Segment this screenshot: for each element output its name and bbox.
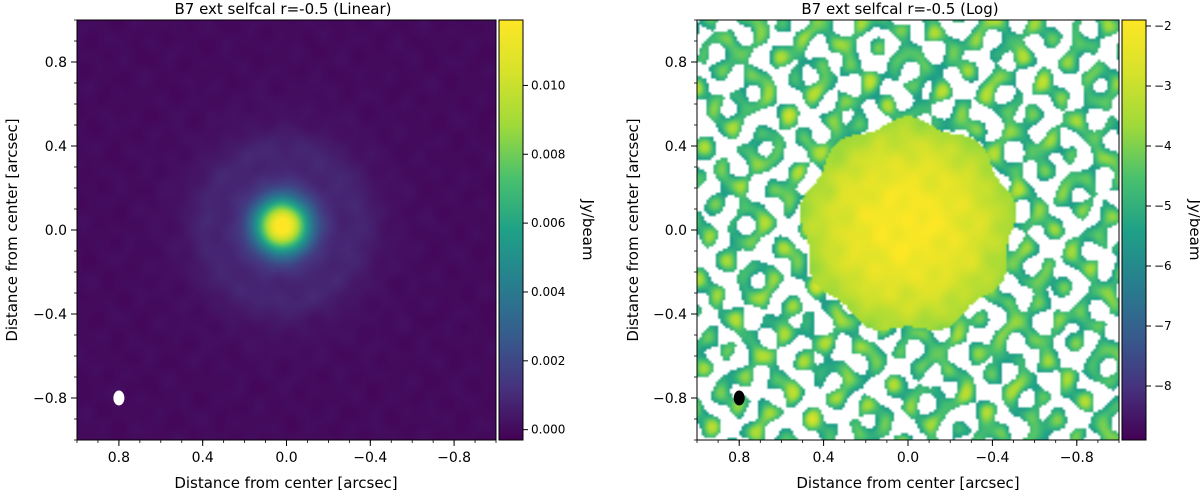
log-heatmap-image [697,20,1119,440]
log-colorbar-label: Jy/beam [1186,199,1200,261]
log-y-ticks: −0.8 −0.4 0.0 0.4 0.8 [653,19,697,441]
log-colorbar: −2 −3 −4 −5 −6 −7 −8 Jy/beam [1121,19,1200,441]
x-tick-label: −0.8 [1060,450,1094,466]
linear-y-axis-label: Distance from center [arcsec] [3,118,21,341]
colorbar-tick-label: −4 [1154,139,1172,153]
x-tick-label: 0.0 [897,450,919,466]
x-tick-label: 0.4 [192,450,214,466]
y-tick-label: −0.4 [33,307,67,323]
linear-panel: B7 ext selfcal r=-0.5 (Linear) 0.8 0.4 0.0… [3,0,597,492]
colorbar-tick-label: −5 [1154,199,1172,213]
colorbar-tick-label: −2 [1154,19,1172,33]
log-panel: B7 ext selfcal r=-0.5 (Log) 0.8 0.4 0.0 −0.… [624,0,1200,492]
y-tick-label: −0.8 [33,391,67,407]
linear-colorbar-label: Jy/beam [579,199,597,261]
linear-y-ticks: −0.8 −0.4 0.0 0.4 0.8 [33,19,77,441]
y-tick-label: 0.4 [45,139,67,155]
colorbar-tick-label: −8 [1154,379,1172,393]
log-colorbar-ticks: −2 −3 −4 −5 −6 −7 −8 [1146,19,1172,393]
log-y-axis-label: Distance from center [arcsec] [624,118,642,341]
y-tick-label: 0.0 [665,223,687,239]
x-tick-label: −0.4 [975,450,1009,466]
x-tick-label: 0.8 [108,450,130,466]
colorbar-tick-label: 0.008 [531,147,565,161]
linear-colorbar-gradient [499,20,523,440]
linear-title: B7 ext selfcal r=-0.5 (Linear) [174,0,391,18]
log-image-area [696,19,1120,441]
x-tick-label: 0.4 [812,450,834,466]
x-tick-label: −0.8 [437,450,471,466]
linear-x-axis-label: Distance from center [arcsec] [174,474,397,492]
y-tick-label: −0.4 [653,307,687,323]
colorbar-tick-label: 0.002 [531,354,565,368]
x-tick-label: 0.0 [275,450,297,466]
colorbar-tick-label: −3 [1154,79,1172,93]
linear-beam-ellipse [113,390,125,406]
colorbar-tick-label: −6 [1154,259,1172,273]
colorbar-tick-label: 0.000 [531,423,565,437]
linear-image-area [76,19,497,441]
linear-colorbar: 0.000 0.002 0.004 0.006 0.008 0.010 Jy/beam [498,19,597,441]
y-tick-label: 0.8 [45,55,67,71]
log-title: B7 ext selfcal r=-0.5 (Log) [801,0,998,18]
linear-colorbar-frame [498,19,524,441]
colorbar-tick-label: −7 [1154,319,1172,333]
colorbar-tick-label: 0.006 [531,216,565,230]
log-x-ticks: 0.8 0.4 0.0 −0.4 −0.8 [696,440,1120,466]
y-tick-label: 0.8 [665,55,687,71]
y-tick-label: 0.0 [45,223,67,239]
y-tick-label: 0.4 [665,139,687,155]
colorbar-tick-label: 0.010 [531,78,565,92]
linear-heatmap-image [77,20,496,440]
linear-x-ticks: 0.8 0.4 0.0 −0.4 −0.8 [76,440,497,466]
colorbar-tick-label: 0.004 [531,285,565,299]
x-tick-label: 0.8 [728,450,750,466]
log-x-axis-label: Distance from center [arcsec] [796,474,1019,492]
log-beam-ellipse [733,390,745,406]
linear-colorbar-ticks: 0.000 0.002 0.004 0.006 0.008 0.010 [523,78,565,437]
x-tick-label: −0.4 [353,450,387,466]
log-colorbar-frame [1121,19,1147,441]
y-tick-label: −0.8 [653,391,687,407]
log-colorbar-gradient [1122,20,1146,440]
